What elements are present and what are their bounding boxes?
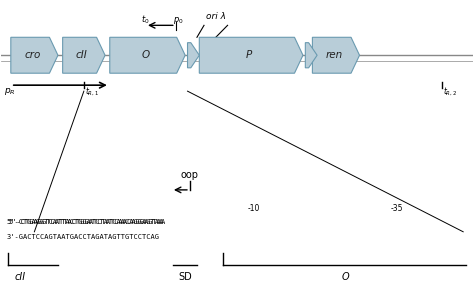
Text: oop: oop — [181, 170, 199, 180]
Text: cII: cII — [76, 50, 88, 60]
Polygon shape — [188, 43, 199, 68]
Text: O: O — [342, 272, 349, 282]
Text: -35: -35 — [391, 204, 403, 213]
Text: ori λ: ori λ — [206, 12, 226, 21]
Text: 5'-CTGAGGTCATTACTGGATCTATCAACAGGAGTAA: 5'-CTGAGGTCATTACTGGATCTATCAACAGGAGTAA — [9, 219, 166, 225]
Text: O: O — [141, 50, 149, 60]
Text: $p_0$: $p_0$ — [173, 15, 183, 26]
Polygon shape — [63, 37, 105, 73]
Text: cro: cro — [24, 50, 40, 60]
Text: SD: SD — [178, 272, 192, 282]
Text: $t_{R,1}$: $t_{R,1}$ — [85, 85, 100, 98]
Polygon shape — [305, 43, 317, 68]
Polygon shape — [11, 37, 58, 73]
Text: $t_0$: $t_0$ — [141, 13, 149, 26]
Text: ren: ren — [325, 50, 342, 60]
Text: $p_R$: $p_R$ — [4, 86, 15, 97]
Polygon shape — [312, 37, 359, 73]
Text: -10: -10 — [247, 204, 260, 213]
Text: 5'-CTGAGGTCATTACTGGATCTATCAACAGGAGTAA: 5'-CTGAGGTCATTACTGGATCTATCAACAGGAGTAA — [6, 219, 164, 225]
Text: $t_{R,2}$: $t_{R,2}$ — [443, 85, 458, 98]
Text: cII: cII — [15, 272, 26, 282]
Text: 3'-GACTCCAGTAATGACCTAGATAGTTGTCCTCAG: 3'-GACTCCAGTAATGACCTAGATAGTTGTCCTCAG — [6, 234, 159, 240]
Polygon shape — [199, 37, 303, 73]
Polygon shape — [110, 37, 185, 73]
Text: P: P — [246, 50, 252, 60]
